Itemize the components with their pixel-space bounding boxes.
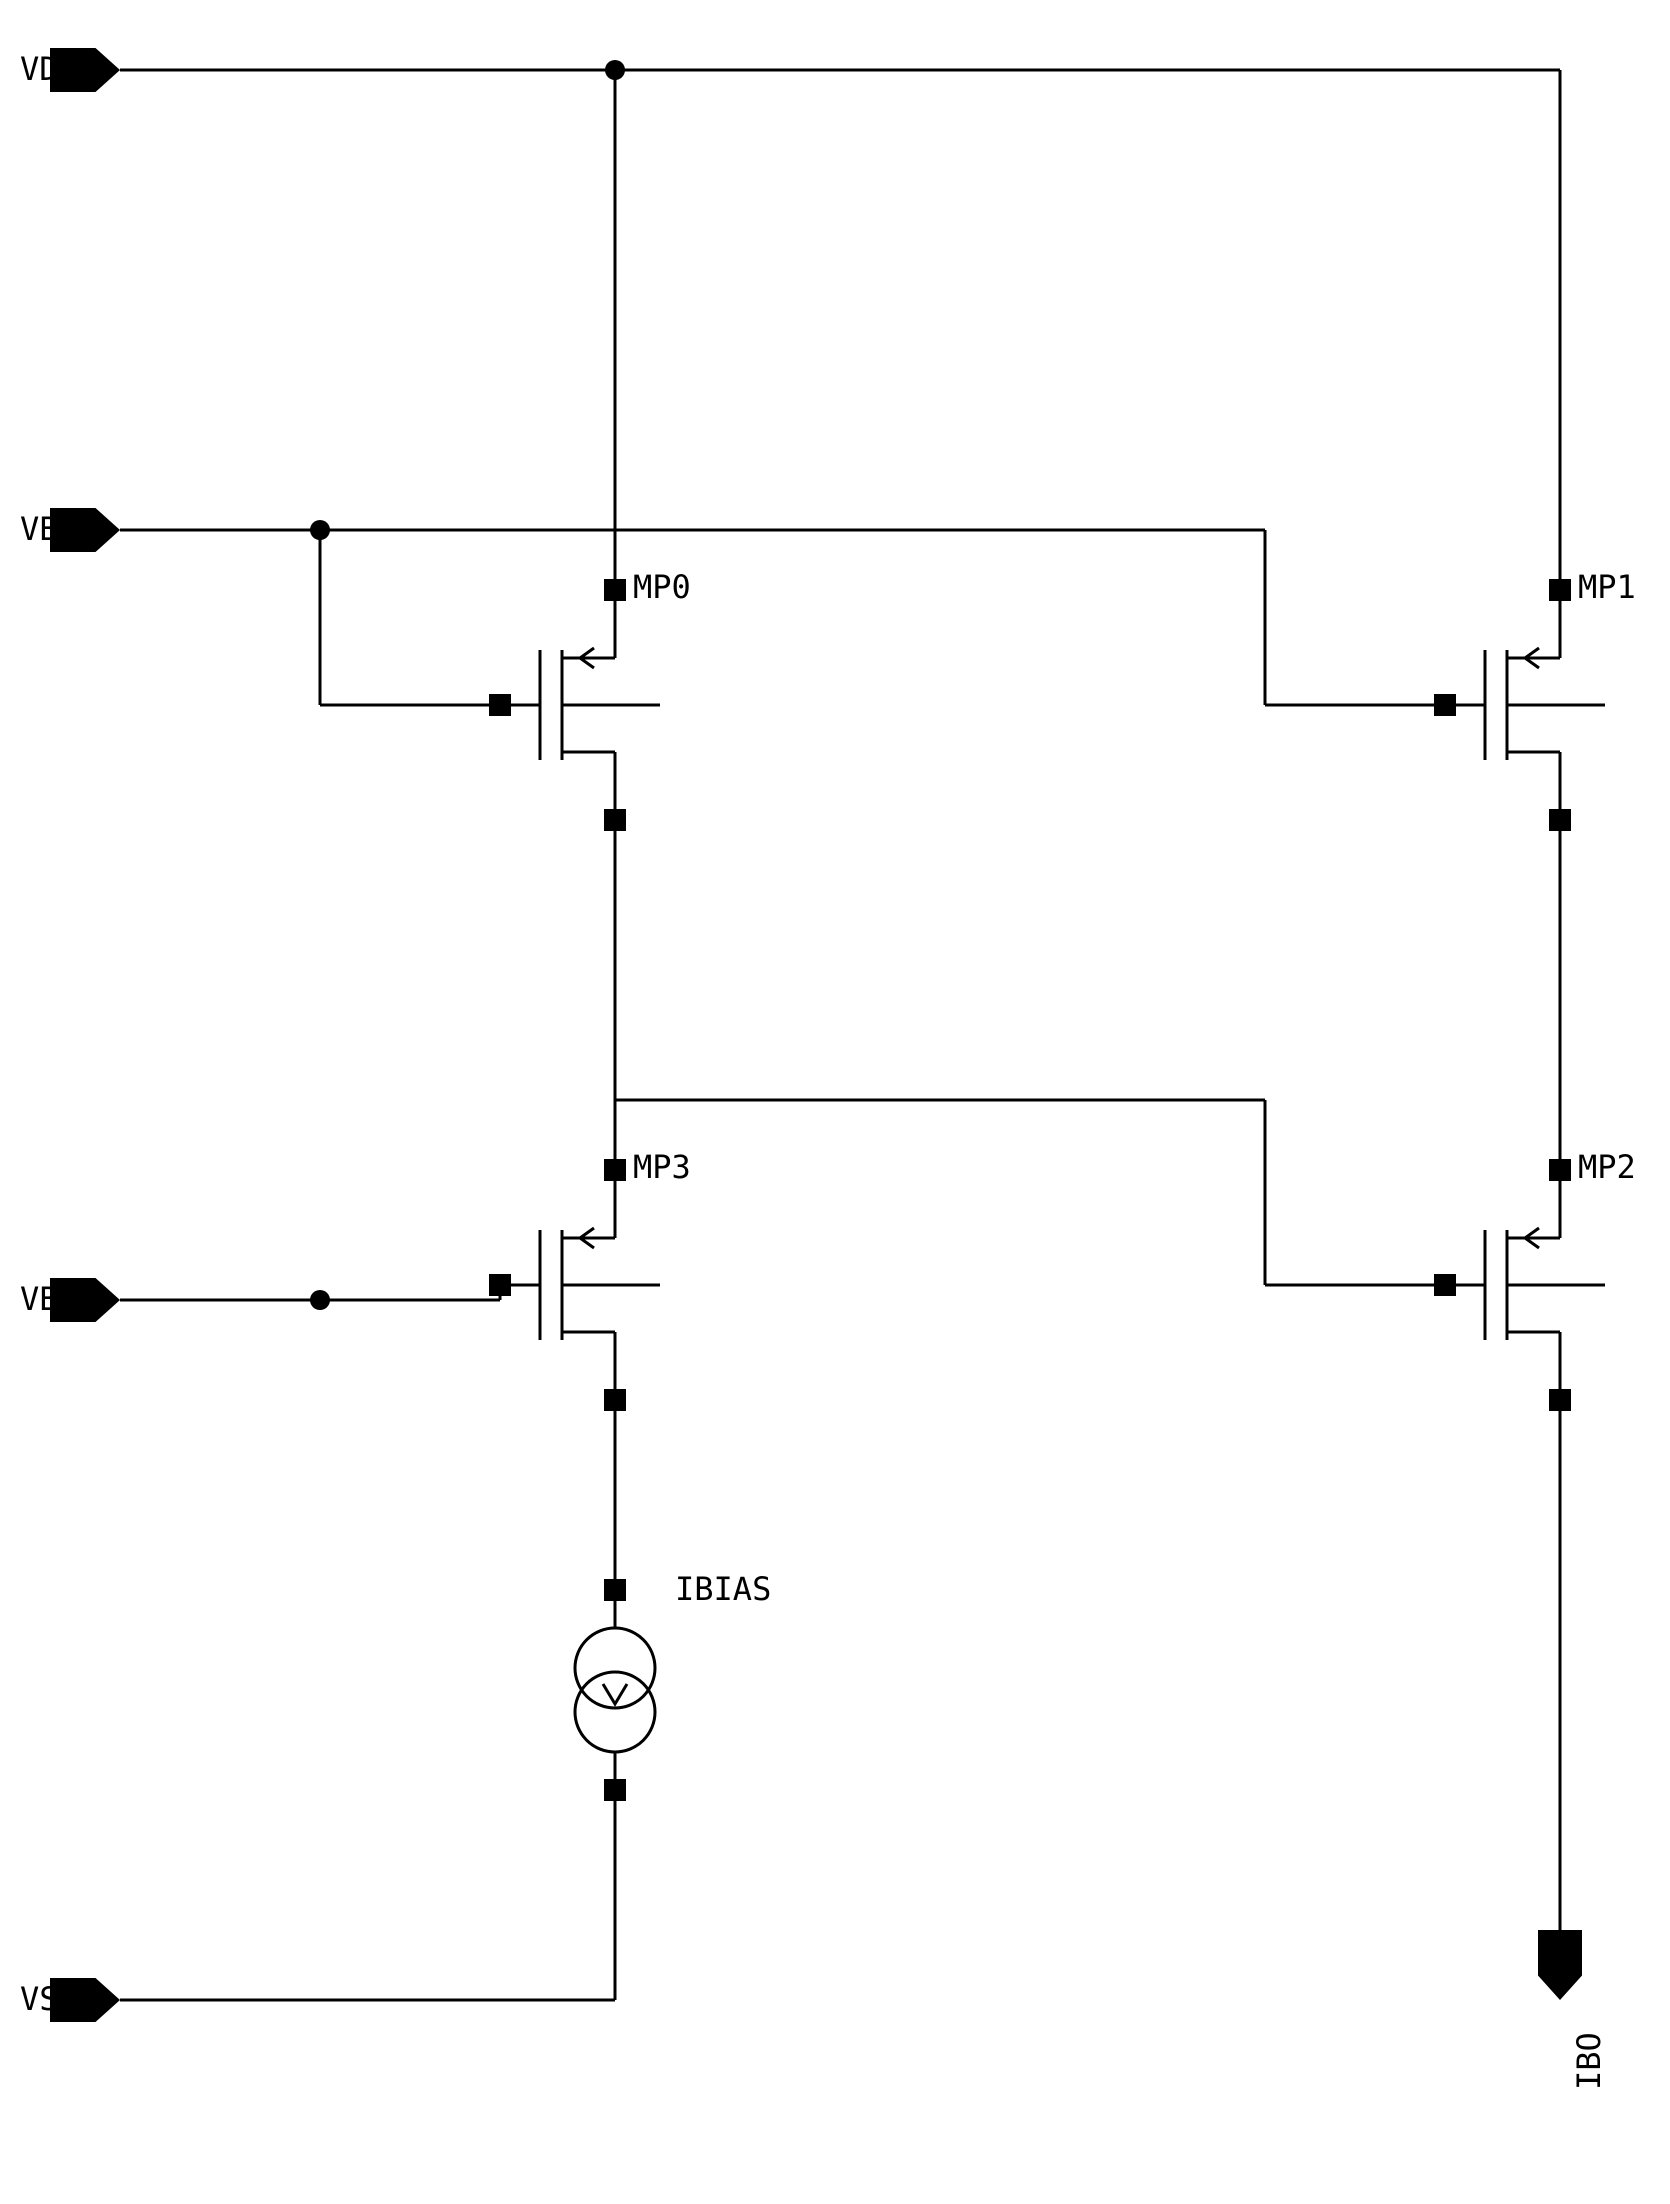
ibias-bot-pin bbox=[604, 1779, 626, 1801]
port-vb2-label: VB2 bbox=[20, 1280, 78, 1318]
mos-mp2-label: MP2 bbox=[1578, 1148, 1636, 1186]
junction-node bbox=[605, 60, 625, 80]
mos-mp3-label: MP3 bbox=[633, 1148, 691, 1186]
port-ibo bbox=[1538, 1930, 1582, 2000]
ibias-circle-top bbox=[575, 1628, 655, 1708]
mos-mp0-gate-pin bbox=[489, 694, 511, 716]
junction-node bbox=[310, 1290, 330, 1310]
mos-mp1-source-pin bbox=[1549, 579, 1571, 601]
junction-node bbox=[310, 520, 330, 540]
mos-mp2-gate-pin bbox=[1434, 1274, 1456, 1296]
port-vss-label: VSS bbox=[20, 1980, 78, 2018]
mos-mp0-drain-pin bbox=[604, 809, 626, 831]
ibias-arrow bbox=[603, 1684, 627, 1704]
mos-mp0-source-pin bbox=[604, 579, 626, 601]
mos-mp1-drain-pin bbox=[1549, 809, 1571, 831]
port-vdd-label: VDD bbox=[20, 50, 78, 88]
mos-mp3-gate-pin bbox=[489, 1274, 511, 1296]
mos-mp0-label: MP0 bbox=[633, 568, 691, 606]
mos-mp2-source-pin bbox=[1549, 1159, 1571, 1181]
mos-mp3-source-pin bbox=[604, 1159, 626, 1181]
mos-mp3-drain-pin bbox=[604, 1389, 626, 1411]
port-vb1-label: VB1 bbox=[20, 510, 78, 548]
mos-mp1-label: MP1 bbox=[1578, 568, 1636, 606]
ibias-label: IBIAS bbox=[675, 1570, 771, 1608]
ibias-circle-bot bbox=[575, 1672, 655, 1752]
mos-mp1-gate-pin bbox=[1434, 694, 1456, 716]
mos-mp2-drain-pin bbox=[1549, 1389, 1571, 1411]
port-ibo-label: IBO bbox=[1570, 2032, 1608, 2090]
